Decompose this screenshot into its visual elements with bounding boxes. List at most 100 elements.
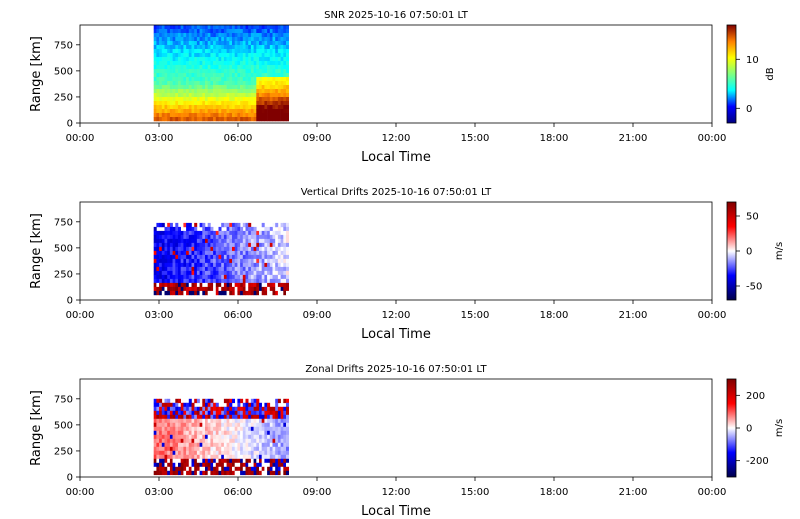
heatmap-cell [180,37,184,42]
heatmap-cell [259,426,262,432]
heatmap-cell [286,430,289,436]
heatmap-cell [213,29,217,34]
heatmap-cell [205,258,208,264]
heatmap-cell [218,270,222,276]
heatmap-cell [240,113,244,118]
heatmap-cell [250,274,254,280]
heatmap-cell [180,438,184,444]
heatmap-cell [245,458,249,464]
heatmap-cell [164,402,168,408]
heatmap-cell [207,250,211,256]
heatmap-cell [267,246,271,252]
heatmap-cell [256,406,260,412]
heatmap-cell [229,109,233,114]
heatmap-cell [242,97,246,102]
heatmap-cell [172,270,176,276]
x-axis-label: Local Time [361,504,431,519]
heatmap-cell [159,418,163,424]
heatmap-cell [237,105,241,110]
heatmap-cell [269,69,273,74]
panel-3: Zonal Drifts 2025-10-16 07:50:01 LT00:00… [29,364,785,519]
heatmap-cell [267,41,271,46]
heatmap-cell [156,466,160,472]
heatmap-cell [207,57,211,62]
heatmap-cell [178,53,181,58]
heatmap-cell [215,422,219,428]
heatmap-cell [215,454,219,460]
heatmap-cell [283,81,287,86]
heatmap-cell [164,113,168,118]
heatmap-cell [234,414,238,420]
heatmap-cell [153,77,157,82]
heatmap-cell [202,462,206,468]
heatmap-cell [275,29,279,34]
heatmap-cell [202,262,206,268]
heatmap-cell [210,109,214,114]
heatmap-cell [226,242,230,248]
heatmap-cell [280,278,284,284]
heatmap-cell [159,434,163,440]
heatmap-cell [207,93,211,98]
heatmap-cell [261,278,265,284]
heatmap-cell [275,470,279,476]
heatmap-cell [250,242,254,248]
heatmap-cell [264,226,268,232]
heatmap-cell [256,57,260,62]
heatmap-cell [205,458,208,464]
heatmap-cell [242,462,246,468]
heatmap-cell [153,65,157,70]
heatmap-cell [210,454,214,460]
heatmap-cell [202,258,206,264]
heatmap-cell [172,258,176,264]
heatmap-cell [178,81,181,86]
heatmap-cell [202,65,206,70]
heatmap-cell [242,434,246,440]
heatmap-cell [267,470,271,476]
heatmap-cell [237,250,241,256]
heatmap-cell [277,446,281,452]
heatmap-cell [215,278,219,284]
heatmap-cell [194,426,198,432]
heatmap-cell [269,238,273,244]
heatmap-cell [218,462,222,468]
heatmap-cell [275,49,279,54]
heatmap-cell [175,242,179,248]
heatmap-cell [194,398,198,404]
heatmap-cell [267,410,271,416]
heatmap-cell [283,282,287,288]
heatmap-cell [275,25,279,30]
heatmap-cell [199,57,203,62]
heatmap-cell [264,45,268,50]
heatmap-cell [215,73,219,78]
heatmap-cell [286,270,289,276]
heatmap-cell [202,29,206,34]
heatmap-cell [277,117,281,122]
heatmap-cell [178,61,181,66]
heatmap-cell [256,65,260,70]
heatmap-cell [183,250,187,256]
heatmap-cell [286,282,289,288]
heatmap-cell [191,418,195,424]
heatmap-cell [175,61,179,66]
x-tick-label: 12:00 [382,310,411,321]
heatmap-cell [215,33,219,38]
heatmap-cell [277,470,281,476]
heatmap-cell [269,446,273,452]
heatmap-cell [229,29,233,34]
heatmap-cell [191,29,195,34]
heatmap-cell [245,61,249,66]
heatmap-cell [245,250,249,256]
heatmap-cell [194,37,198,42]
heatmap-cell [223,113,227,118]
heatmap-cell [194,406,198,412]
heatmap-cell [256,274,260,280]
heatmap-cell [272,117,276,122]
heatmap-cell [191,246,195,252]
heatmap-cell [161,262,165,268]
heatmap-cell [169,93,173,98]
heatmap-cell [240,462,244,468]
x-tick-label: 12:00 [382,487,411,498]
x-tick-label: 06:00 [224,487,253,498]
heatmap-cell [245,462,249,468]
